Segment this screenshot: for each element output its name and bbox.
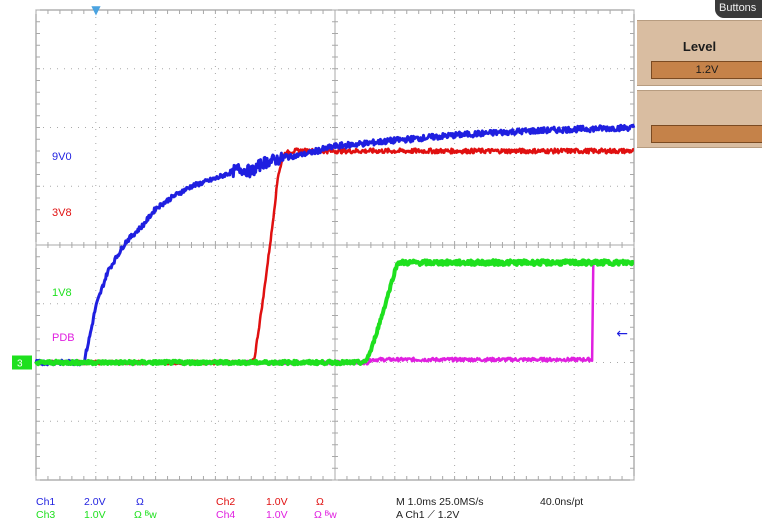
trace-label-1v8: 1V8 — [52, 287, 72, 299]
trace-label-9v0: 9V0 — [52, 151, 72, 163]
trigger-position-marker: ▼ — [91, 3, 101, 17]
readout-row2-item: Ch4 — [216, 509, 235, 521]
readout-row2-item: Ω ᴮw — [134, 509, 157, 521]
scope-markers: ▼ 3 ← — [12, 3, 628, 370]
readout-row1-item: 2.0V — [84, 496, 106, 508]
readout-row1-item: 40.0ns/pt — [540, 496, 583, 508]
trace-9v0 — [34, 123, 636, 367]
scale-readout: Ch1 2.0V Ω Ch2 1.0V Ω M 1.0ms 25.0MS/s 40.0ns/p… — [36, 496, 583, 521]
side-menu-panel: Buttons Level 1.2V — [637, 0, 762, 160]
level-menu-box[interactable]: Level 1.2V — [637, 20, 762, 86]
readout-row1-item: Ch1 — [36, 496, 55, 508]
waveform-traces — [34, 123, 636, 367]
blank-menu-field[interactable] — [651, 125, 762, 143]
readout-row2-item: 1.0V — [266, 509, 288, 521]
level-value-field[interactable]: 1.2V — [651, 61, 762, 79]
blank-menu-box[interactable] — [637, 90, 762, 148]
trace-label-pdb: PDB — [52, 332, 75, 344]
trace-label-3v8: 3V8 — [52, 207, 72, 219]
readout-row1-item: Ω — [136, 496, 144, 508]
readout-row2-item: Ω ᴮw — [314, 509, 337, 521]
readout-row1-item: Ω — [316, 496, 324, 508]
graticule — [35, 9, 635, 481]
ground-reference-label: 3 — [17, 359, 23, 370]
readout-row2-item: Ch3 — [36, 509, 55, 521]
readout-row2-item: 1.0V — [84, 509, 106, 521]
readout-row2-item: A Ch1 ⟋ 1.2V — [396, 509, 459, 521]
level-title: Level — [682, 39, 717, 54]
readout-row1-item: 1.0V — [266, 496, 288, 508]
trace-pdb — [35, 262, 595, 366]
buttons-tab[interactable]: Buttons — [715, 0, 762, 18]
ground-reference-tag — [12, 355, 32, 370]
trace-1v8 — [34, 258, 635, 367]
trace-labels: 9V0 3V8 1V8 PDB — [52, 151, 75, 344]
readout-row1-item: M 1.0ms 25.0MS/s — [396, 496, 484, 508]
readout-row1-item: Ch2 — [216, 496, 235, 508]
trigger-level-arrow: ← — [616, 326, 628, 342]
